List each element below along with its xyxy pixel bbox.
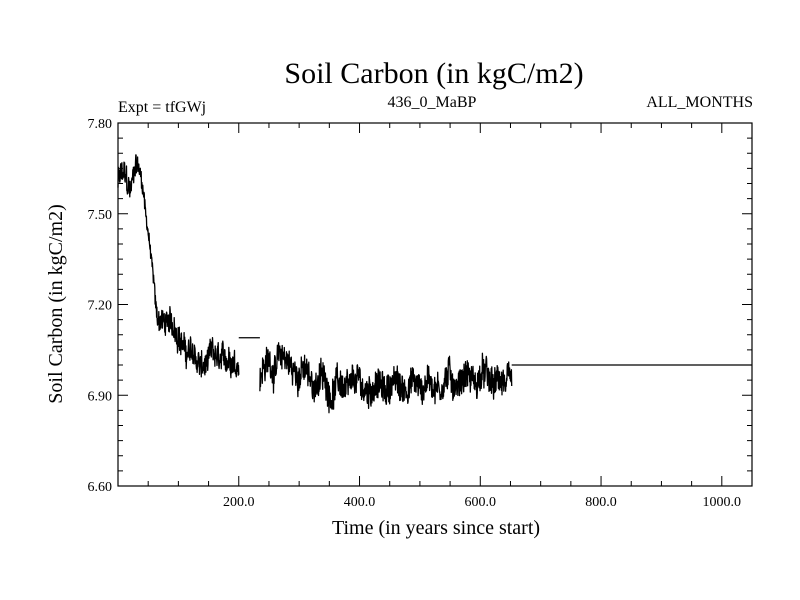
x-tick-label: 1000.0 [703,495,742,510]
x-axis-label: Time (in years since start) [332,517,540,539]
period-label: 436_0_MaBP [388,94,477,111]
series-line-segment-1 [117,154,240,379]
x-tick-label: 800.0 [585,495,617,510]
series-line-segment-2 [259,342,513,414]
chart-title: Soil Carbon (in kgC/m2) [284,57,583,90]
x-tick-label: 200.0 [223,495,255,510]
x-tick-label: 400.0 [344,495,376,510]
y-tick-label: 7.20 [88,299,113,314]
y-tick-label: 6.90 [88,389,113,404]
months-label: ALL_MONTHS [646,94,753,111]
experiment-label: Expt = tfGWj [118,99,206,116]
y-tick-label: 7.80 [88,117,113,132]
x-tick-label: 600.0 [465,495,497,510]
y-tick-label: 6.60 [88,480,113,495]
y-axis-label: Soil Carbon (in kgC/m2) [45,204,67,403]
y-tick-label: 7.50 [88,208,113,223]
plot-frame [117,122,753,487]
